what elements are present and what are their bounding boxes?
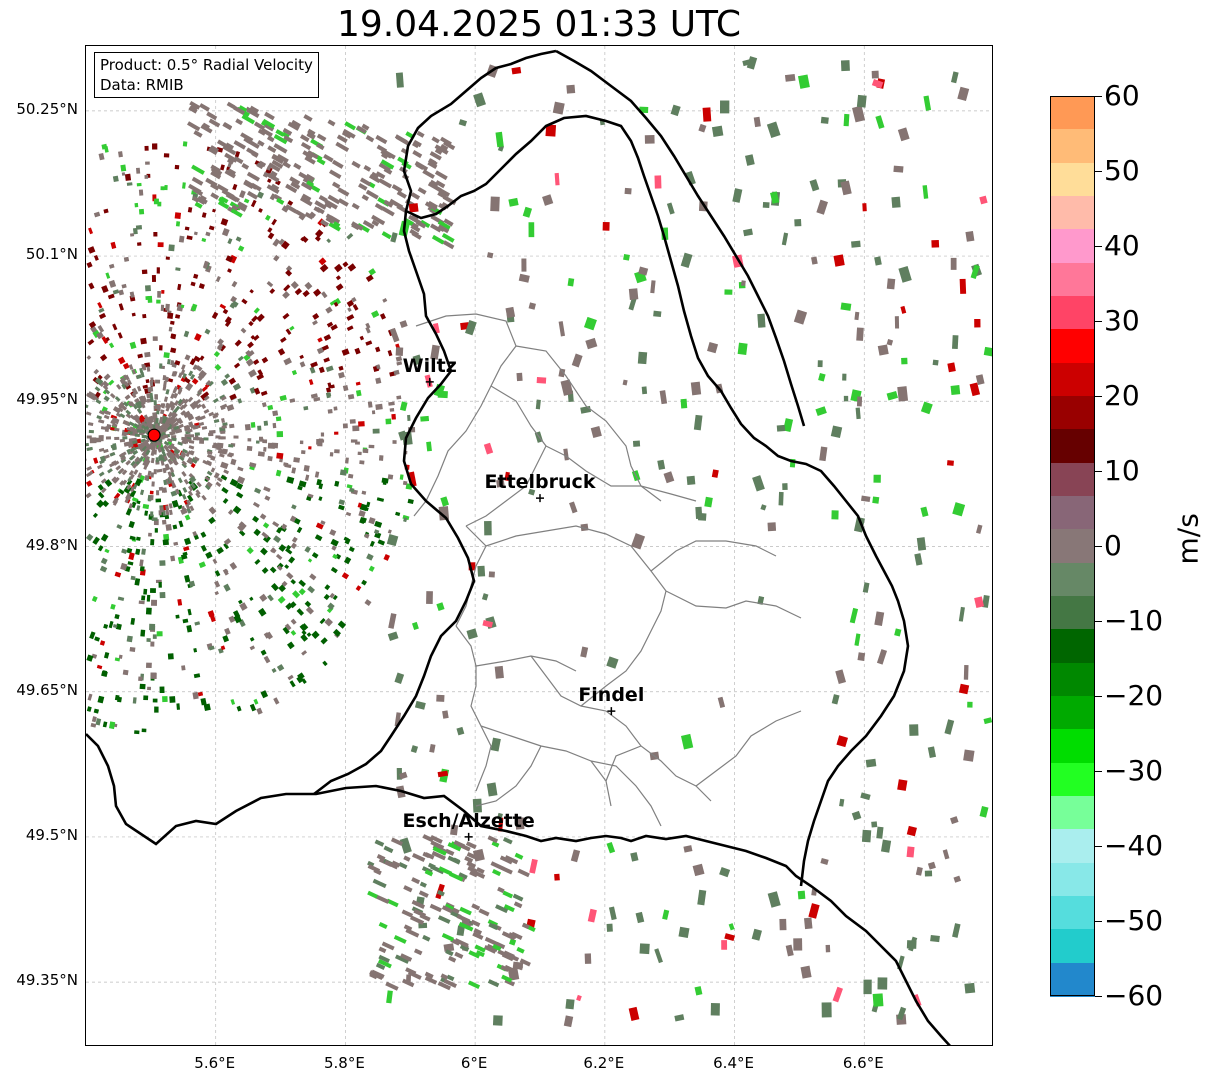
colorbar-segment <box>1050 462 1095 497</box>
map-panel[interactable]: Wiltz Ettelbruck Findel Esch/Alzette <box>85 45 993 1046</box>
colorbar-tickmark <box>1095 621 1102 622</box>
colorbar-tick-label: 50 <box>1104 154 1140 187</box>
lat-label: 50.25°N <box>16 99 78 118</box>
grid-lines <box>86 46 992 1045</box>
radar-site[interactable] <box>147 428 161 442</box>
colorbar-tick-label: 10 <box>1104 454 1140 487</box>
lon-label: 6.4°E <box>713 1054 754 1072</box>
colorbar-segment <box>1050 396 1095 430</box>
colorbar-segment <box>1050 896 1095 930</box>
lon-label: 6°E <box>460 1054 488 1072</box>
colorbar-segment <box>1050 696 1095 730</box>
city-label: Wiltz <box>403 355 457 377</box>
colorbar-tick-label: −50 <box>1104 904 1164 937</box>
lon-label: 5.6°E <box>194 1054 236 1072</box>
lat-label: 49.8°N <box>25 535 78 554</box>
map-title: 19.04.2025 01:33 UTC <box>336 4 742 45</box>
radar-echoes <box>86 56 992 1028</box>
colorbar-segment <box>1050 796 1095 830</box>
city-label: Findel <box>578 684 644 706</box>
lon-label: 6.6°E <box>842 1054 884 1072</box>
colorbar-unit: m/s <box>1171 513 1205 565</box>
colorbar-tick-label: −40 <box>1104 829 1164 862</box>
colorbar-segment <box>1050 862 1095 897</box>
colorbar-segment <box>1050 129 1095 164</box>
colorbar-tickmark <box>1095 696 1102 697</box>
colorbar-segment <box>1050 229 1095 264</box>
colorbar-segment <box>1050 362 1095 397</box>
colorbar-segment <box>1050 96 1095 130</box>
colorbar-segment <box>1050 962 1095 997</box>
colorbar-tickmark <box>1095 846 1102 847</box>
colorbar-frame <box>1050 96 1095 996</box>
colorbar-segment <box>1050 529 1095 564</box>
colorbar-segment <box>1050 596 1095 630</box>
colorbar-tickmark <box>1095 171 1102 172</box>
colorbar-tick-label: −20 <box>1104 679 1164 712</box>
lon-label: 6.2°E <box>583 1054 625 1072</box>
colorbar-tickmark <box>1095 246 1102 247</box>
colorbar-tickmark <box>1095 96 1102 97</box>
city-markers: Wiltz Ettelbruck Findel Esch/Alzette <box>403 355 644 841</box>
map-canvas: Wiltz Ettelbruck Findel Esch/Alzette <box>86 46 992 1045</box>
colorbar-tick-label: 20 <box>1104 379 1140 412</box>
city-label: Esch/Alzette <box>403 810 535 832</box>
colorbar-tick-label: −30 <box>1104 754 1164 787</box>
colorbar-segment <box>1050 562 1095 597</box>
lat-label: 49.35°N <box>16 971 78 990</box>
colorbar-tick-label: 0 <box>1104 529 1122 562</box>
data-source-label: Data: RMIB <box>100 76 184 94</box>
country-borders <box>86 49 951 1045</box>
colorbar-segment <box>1050 262 1095 297</box>
lon-label: 5.8°E <box>324 1054 365 1072</box>
colorbar-segment <box>1050 762 1095 797</box>
product-label: Product: 0.5° Radial Velocity <box>100 56 313 74</box>
colorbar-tick-label: 60 <box>1104 79 1140 112</box>
colorbar-tick-label: 30 <box>1104 304 1140 337</box>
colorbar-segment <box>1050 162 1095 197</box>
colorbar-segment <box>1050 629 1095 664</box>
city-marker <box>464 832 473 841</box>
lat-label: 50.1°N <box>25 245 78 264</box>
colorbar-segment <box>1050 196 1095 230</box>
colorbar-tick-label: −10 <box>1104 604 1164 637</box>
colorbar-tick-label: 40 <box>1104 229 1140 262</box>
lat-label: 49.95°N <box>16 390 78 409</box>
velocity-colorbar <box>1050 96 1095 997</box>
colorbar-tickmark <box>1095 546 1102 547</box>
colorbar-segment <box>1050 729 1095 764</box>
radar-site-marker <box>147 428 161 442</box>
colorbar-segment <box>1050 496 1095 530</box>
city-marker <box>425 377 434 386</box>
lat-label: 49.5°N <box>25 825 78 844</box>
colorbar-tickmark <box>1095 321 1102 322</box>
colorbar-segment <box>1050 296 1095 330</box>
product-info-box: Product: 0.5° Radial Velocity Data: RMIB <box>94 52 319 98</box>
city-marker <box>536 494 544 503</box>
colorbar-segment <box>1050 662 1095 697</box>
lat-label: 49.65°N <box>16 680 78 699</box>
colorbar-segment <box>1050 429 1095 464</box>
city-label: Ettelbruck <box>485 471 596 493</box>
colorbar-segment <box>1050 829 1095 864</box>
colorbar-segment <box>1050 929 1095 964</box>
colorbar-tickmark <box>1095 921 1102 922</box>
canton-boundaries <box>413 313 802 827</box>
colorbar-tickmark <box>1095 471 1102 472</box>
city-marker <box>607 707 616 716</box>
colorbar-tickmark <box>1095 996 1102 997</box>
colorbar-segment <box>1050 329 1095 364</box>
colorbar-tickmark <box>1095 396 1102 397</box>
colorbar-tickmark <box>1095 771 1102 772</box>
colorbar-tick-label: −60 <box>1104 979 1164 1012</box>
